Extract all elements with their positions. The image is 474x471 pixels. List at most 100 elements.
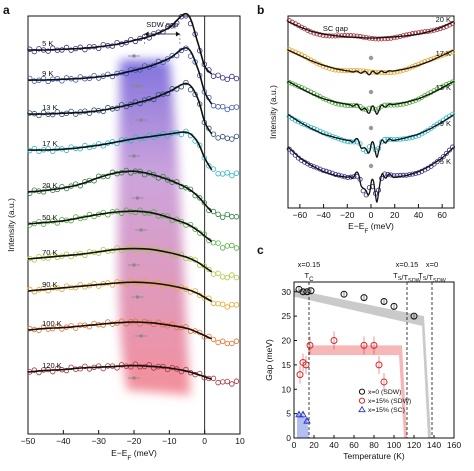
sdw-x0-trend-band <box>294 289 431 438</box>
x-axis-label: E−EF (meV) <box>348 221 394 235</box>
error-marker <box>132 154 136 158</box>
data-point-13K <box>219 133 226 140</box>
x-tick-label: −30 <box>91 436 106 446</box>
data-point-5K <box>169 23 175 29</box>
data-point-90K <box>128 278 134 284</box>
temp-label-5K: 5 K <box>42 39 53 48</box>
data-point-13K <box>215 135 221 141</box>
data-point-120K <box>31 367 38 373</box>
fit-curve-17K <box>27 131 213 171</box>
data-point-50K <box>229 242 235 249</box>
data-point-90K <box>141 278 148 284</box>
data-point-100K <box>224 340 230 347</box>
fit-curve-5K <box>287 146 454 203</box>
data-point-9K <box>233 104 240 110</box>
data-point <box>380 378 388 386</box>
data-point-sc <box>303 416 311 424</box>
data-point-70K <box>63 251 70 257</box>
x-tick-label: 120 <box>407 440 421 450</box>
data-point-20K <box>229 213 235 220</box>
data-point-9K <box>95 75 102 81</box>
temp-label-9K: 9 K <box>440 119 451 128</box>
data-point-sc <box>295 410 303 418</box>
data-point-20K <box>413 30 419 36</box>
data-point-20K <box>224 211 230 218</box>
data-point-50K <box>151 209 157 215</box>
data-point <box>375 361 383 369</box>
data-point-90K <box>31 289 38 295</box>
data-point-9K <box>299 120 305 126</box>
panel-b-frame <box>287 15 455 209</box>
x-tick-label: 80 <box>369 440 379 450</box>
data-point-20K <box>219 214 226 221</box>
sdw-x15-trend-band <box>308 345 407 438</box>
y-tick-label: 15 <box>282 360 292 370</box>
data-point-100K <box>210 336 217 343</box>
error-marker <box>136 84 140 88</box>
panel-a-label: a <box>3 3 10 17</box>
data-point-20K <box>373 36 379 42</box>
data-point-17K <box>63 147 70 154</box>
x-tick-label: −50 <box>21 436 36 446</box>
data-point-13K <box>292 82 298 88</box>
data-point-5K <box>68 47 74 53</box>
data-point-120K <box>215 379 221 386</box>
data-point-5K <box>388 172 394 178</box>
data-point-17K <box>45 146 51 152</box>
data-point-5K <box>443 150 449 156</box>
data-point-5K <box>210 73 217 79</box>
legend-marker <box>358 397 366 404</box>
data-point-17K <box>394 69 400 75</box>
data-point-120K <box>233 378 240 384</box>
data-point-13K <box>36 112 42 119</box>
data-point-120K <box>210 375 217 382</box>
x-axis-label: Temperature (K) <box>343 451 405 461</box>
fit-curve-120K <box>27 364 212 380</box>
data-point-70K <box>219 274 226 280</box>
data-point-17K <box>397 68 403 74</box>
data-point-9K <box>345 139 351 145</box>
ref-line-label-sub: TS/TSDW <box>393 271 422 284</box>
x-tick-label: −40 <box>56 436 71 446</box>
data-point-70K <box>151 245 157 252</box>
data-point-9K <box>109 73 116 80</box>
sc-gap-label: SC gap <box>323 24 348 33</box>
data-point-20K <box>317 32 323 38</box>
data-point-20K <box>419 29 425 35</box>
x-tick-label: 60 <box>349 440 359 450</box>
panel-c-frame <box>293 281 455 439</box>
data-point-20K <box>354 33 360 39</box>
data-point-9K <box>45 78 51 85</box>
x-tick-label: 60 <box>437 210 447 220</box>
temp-label-9K: 9 K <box>42 69 53 78</box>
data-point-5K <box>397 172 403 178</box>
data-point-5K <box>394 173 400 179</box>
data-point-90K <box>91 280 97 287</box>
data-point-90K <box>219 301 226 307</box>
panel-b: −60 −40 −20 0 20 40 60 E−EF (meV) Intensity (a.u… <box>268 15 456 235</box>
error-marker <box>139 334 143 338</box>
data-point-9K <box>413 133 419 139</box>
data-point-9K <box>72 77 79 83</box>
data-point-70K <box>95 250 102 256</box>
data-point <box>410 312 418 320</box>
data-point-5K <box>311 164 317 170</box>
fit-curve-20K <box>287 20 454 39</box>
data-point-13K <box>385 102 391 108</box>
data-point-100K <box>86 324 93 330</box>
legend-marker <box>358 388 366 395</box>
temp-label-17K: 17 K <box>436 49 451 58</box>
data-point-5K <box>229 73 235 80</box>
y-axis-label: Gap (meV) <box>264 339 274 381</box>
data-point-13K <box>450 79 456 85</box>
data-point-5K <box>219 75 226 81</box>
data-point-17K <box>100 143 106 149</box>
data-point-20K <box>388 35 394 41</box>
data-point-100K <box>215 339 221 346</box>
data-point-120K <box>229 381 235 387</box>
data-point-90K <box>40 285 47 292</box>
data-point-70K <box>31 257 38 263</box>
data-point-13K <box>137 100 143 107</box>
data-point <box>296 371 304 379</box>
